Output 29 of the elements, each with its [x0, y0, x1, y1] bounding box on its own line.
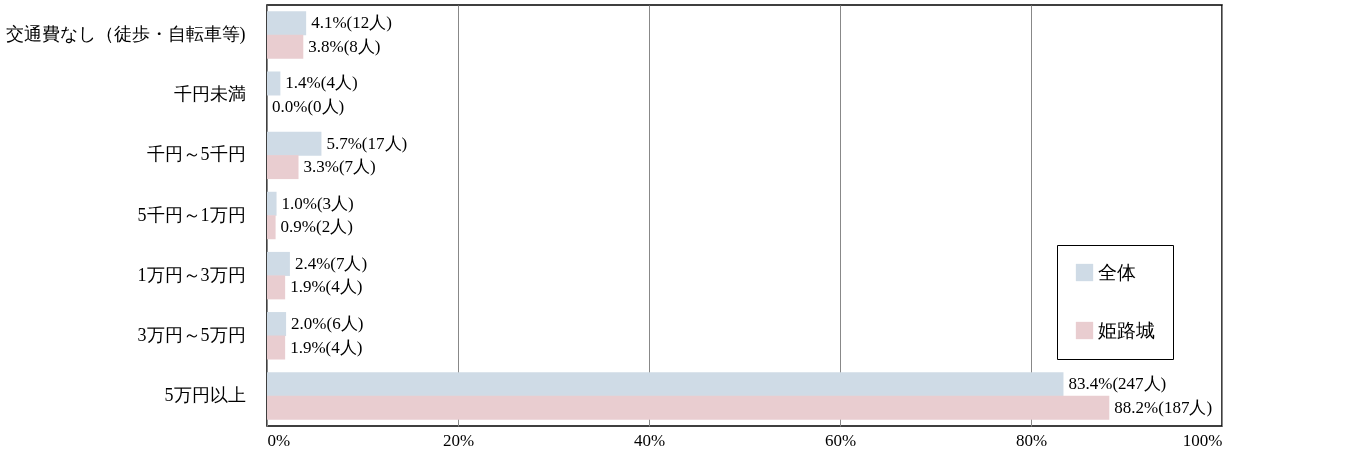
y-tick-label: 5万円以上 [164, 384, 246, 405]
data-label: 0.9%(2人) [280, 217, 353, 237]
x-tick-label: 20% [442, 430, 475, 450]
x-tick-label: 60% [824, 430, 857, 450]
y-tick-label: 3万円～5万円 [137, 324, 246, 345]
data-label: 1.4%(4人) [285, 73, 358, 93]
data-label: 3.3%(7人) [303, 157, 376, 177]
x-tick-label: 0% [267, 430, 291, 450]
data-label: 83.4%(247人) [1068, 374, 1167, 394]
data-label: 88.2%(187人) [1114, 397, 1213, 417]
y-tick-label: 交通費なし（徒歩・自転車等) [5, 24, 246, 46]
y-tick-label: 千円未満 [173, 84, 246, 105]
y-tick-label: 1万円～3万円 [137, 264, 246, 285]
data-label: 5.7%(17人) [326, 133, 408, 153]
data-label: 4.1%(12人) [311, 13, 392, 33]
data-label: 1.9%(4人) [290, 277, 363, 297]
data-label: 3.8%(8人) [308, 36, 381, 56]
data-label: 2.0%(6人) [291, 314, 364, 334]
data-label: 1.0%(3人) [281, 193, 354, 213]
x-tick-label: 40% [633, 430, 666, 450]
y-tick-label: 5千円～1万円 [137, 204, 246, 225]
data-label: 0.0%(0人) [272, 96, 345, 116]
legend-label: 姫路城 [1098, 319, 1155, 341]
y-tick-label: 千円～5千円 [146, 144, 246, 165]
data-label: 2.4%(7人) [294, 253, 368, 273]
data-label: 1.9%(4人) [290, 337, 363, 357]
x-tick-label: 100% [1182, 430, 1223, 450]
legend-label: 全体 [1098, 261, 1136, 283]
x-tick-label: 80% [1015, 430, 1048, 450]
